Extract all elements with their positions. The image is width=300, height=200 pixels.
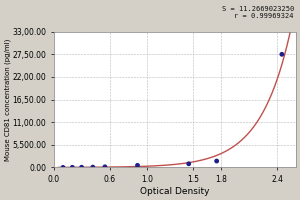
Point	[61, 166, 65, 169]
Y-axis label: Mouse CD81 concentration (pg/ml): Mouse CD81 concentration (pg/ml)	[4, 38, 11, 161]
X-axis label: Optical Density: Optical Density	[140, 187, 209, 196]
Text: S = 11.2669023250
r = 0.99969324: S = 11.2669023250 r = 0.99969324	[222, 6, 294, 19]
Point	[214, 159, 219, 163]
Point	[70, 166, 75, 169]
Point	[90, 165, 95, 169]
Point	[186, 162, 191, 165]
Point	[280, 53, 284, 56]
Point	[135, 164, 140, 167]
Point	[103, 165, 107, 168]
Point	[79, 166, 84, 169]
